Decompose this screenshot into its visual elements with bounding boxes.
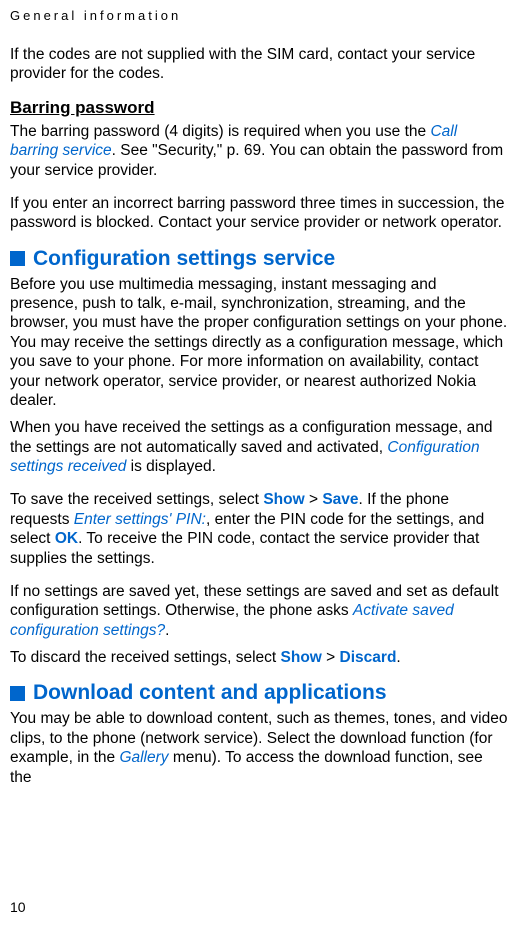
config-p2: When you have received the settings as a… bbox=[10, 418, 508, 476]
config-p3: To save the received settings, select Sh… bbox=[10, 490, 508, 568]
square-bullet-icon bbox=[10, 686, 25, 701]
config-p3-gt: > bbox=[305, 491, 323, 508]
intro-paragraph: If the codes are not supplied with the S… bbox=[10, 45, 508, 84]
barring-p1: The barring password (4 digits) is requi… bbox=[10, 122, 508, 180]
save-action: Save bbox=[322, 491, 358, 508]
show-action: Show bbox=[263, 491, 304, 508]
config-p5-pre: To discard the received settings, select bbox=[10, 649, 281, 666]
config-p4-post: . bbox=[165, 622, 169, 639]
discard-action: Discard bbox=[340, 649, 397, 666]
config-heading: Configuration settings service bbox=[10, 247, 508, 271]
config-p3-pre: To save the received settings, select bbox=[10, 491, 263, 508]
page-header: General information bbox=[10, 8, 508, 23]
config-p3-em: Enter settings' PIN: bbox=[74, 511, 206, 528]
square-bullet-icon bbox=[10, 251, 25, 266]
config-p3-post: . To receive the PIN code, contact the s… bbox=[10, 530, 479, 566]
config-p5: To discard the received settings, select… bbox=[10, 648, 508, 667]
ok-action: OK bbox=[55, 530, 78, 547]
config-p5-post: . bbox=[396, 649, 400, 666]
show-action-2: Show bbox=[281, 649, 322, 666]
config-heading-text: Configuration settings service bbox=[33, 247, 335, 271]
download-p1: You may be able to download content, suc… bbox=[10, 709, 508, 787]
download-p1-em: Gallery bbox=[119, 749, 168, 766]
page-number: 10 bbox=[10, 899, 26, 915]
config-p4: If no settings are saved yet, these sett… bbox=[10, 582, 508, 640]
download-heading-text: Download content and applications bbox=[33, 681, 387, 705]
config-p5-gt: > bbox=[322, 649, 340, 666]
download-heading: Download content and applications bbox=[10, 681, 508, 705]
barring-p1-pre: The barring password (4 digits) is requi… bbox=[10, 123, 430, 140]
barring-heading: Barring password bbox=[10, 98, 508, 118]
barring-p2: If you enter an incorrect barring passwo… bbox=[10, 194, 508, 233]
config-p1: Before you use multimedia messaging, ins… bbox=[10, 275, 508, 411]
config-p2-post: is displayed. bbox=[126, 458, 216, 475]
